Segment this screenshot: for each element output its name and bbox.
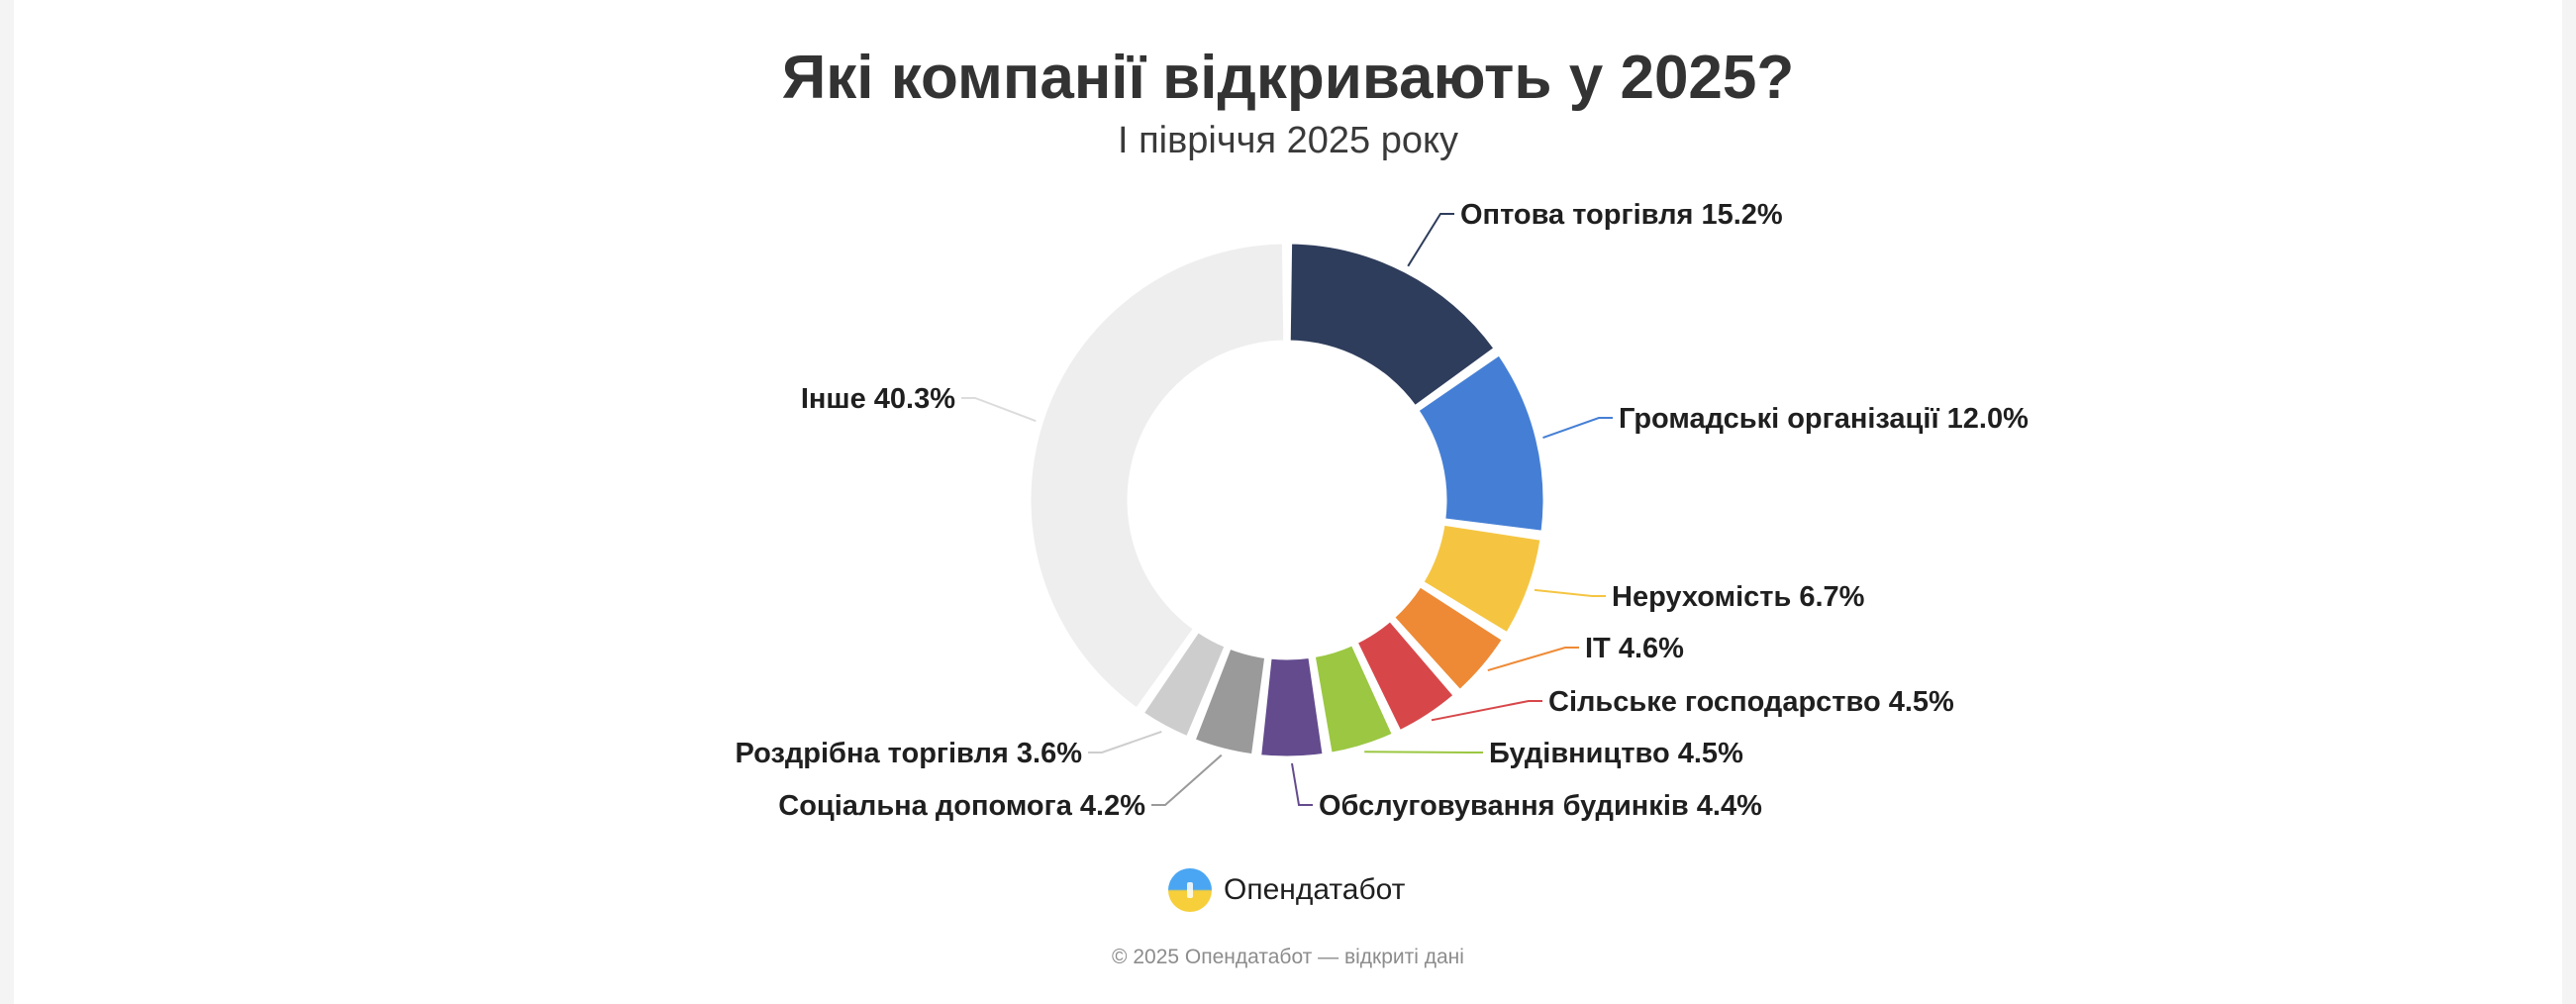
brand-name: Опендатабот [1224, 873, 1406, 906]
donut-slice-4 [1391, 584, 1505, 693]
donut-slice-3 [1421, 522, 1543, 636]
donut-slice-9 [1140, 629, 1228, 740]
slice-label-3: Нерухомість 6.7% [1612, 581, 1865, 613]
leader-line-9 [1088, 730, 1162, 753]
donut-slice-1 [1287, 241, 1497, 409]
donut-slice-8 [1192, 646, 1268, 757]
leader-line-2 [1542, 417, 1613, 440]
opendatabot-logo-icon [1168, 868, 1212, 912]
slice-label-10: Інше 40.3% [801, 383, 955, 415]
donut-slice-6 [1312, 643, 1395, 755]
chart-subtitle: І півріччя 2025 року [1117, 120, 1459, 161]
slice-label-4: IT 4.6% [1585, 633, 1684, 664]
leader-line-1 [1407, 213, 1454, 267]
donut-slice-2 [1416, 352, 1546, 534]
donut-slice-5 [1354, 618, 1456, 734]
leader-line-4 [1487, 647, 1579, 672]
footer-copyright: © 2025 Опендатабот — відкриті дані [1112, 946, 1464, 968]
leader-line-5 [1431, 700, 1542, 722]
slice-label-7: Обслуговування будинків 4.4% [1319, 790, 1762, 822]
donut-slice-10 [1028, 241, 1287, 711]
brand: Опендатабот [1168, 867, 1405, 913]
slice-label-9: Роздрібна торгівля 3.6% [736, 738, 1083, 769]
slice-label-1: Оптова торгівля 15.2% [1460, 199, 1783, 231]
donut-slice-7 [1258, 654, 1326, 759]
slice-label-8: Соціальна допомога 4.2% [778, 790, 1145, 822]
leader-line-6 [1364, 751, 1483, 753]
left-edge-strip [0, 0, 14, 1004]
leader-line-7 [1291, 762, 1313, 806]
slice-label-5: Сільське господарство 4.5% [1548, 686, 1954, 718]
right-edge-strip [2562, 0, 2576, 1004]
leader-line-8 [1151, 753, 1223, 806]
leader-line-3 [1534, 588, 1606, 597]
chart-title: Які компанії відкривають у 2025? [781, 44, 1795, 112]
slice-label-2: Громадські організації 12.0% [1619, 403, 2029, 435]
leader-line-10 [961, 397, 1037, 423]
slice-label-6: Будівництво 4.5% [1489, 738, 1743, 769]
